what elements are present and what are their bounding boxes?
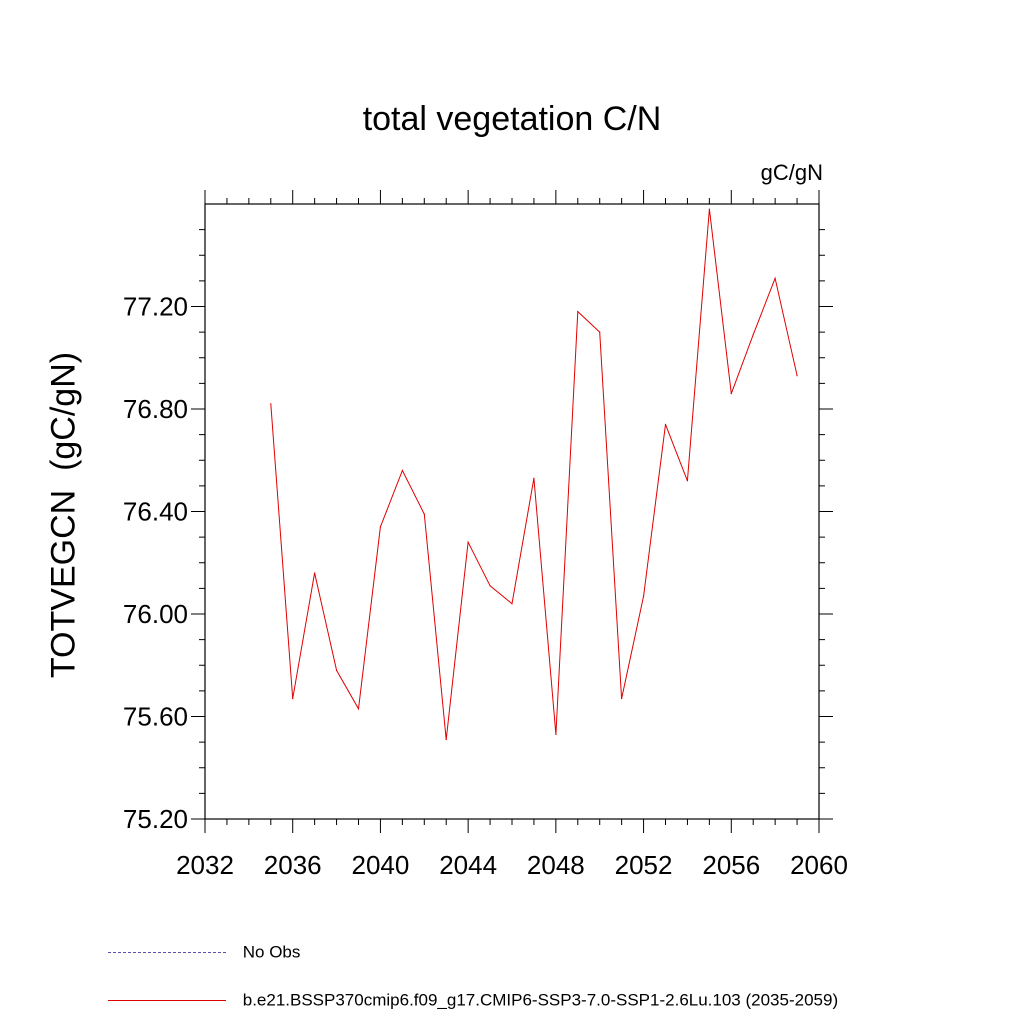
data-point [379, 526, 382, 528]
units-label: gC/gN [760, 160, 823, 185]
data-point [774, 277, 776, 279]
data-point [621, 697, 623, 700]
x-tick-label: 2056 [702, 850, 760, 880]
legend-item-model: b.e21.BSSP370cmip6.f09_g17.CMIP6-SSP3-7.… [108, 990, 838, 1011]
x-tick-label: 2032 [176, 850, 234, 880]
data-point [401, 469, 403, 472]
data-point [423, 513, 425, 515]
legend-swatch-model [108, 1000, 226, 1002]
legend-item-obs: No Obs [108, 942, 300, 963]
data-point [270, 403, 272, 405]
data-point [664, 423, 667, 425]
x-tick-label: 2060 [790, 850, 848, 880]
data-point [642, 595, 645, 597]
x-tick-label: 2048 [527, 850, 585, 880]
data-point [708, 208, 710, 210]
data-point [796, 375, 798, 377]
y-tick-label: 76.80 [123, 394, 188, 424]
data-point [730, 393, 732, 395]
legend-swatch-obs [108, 952, 226, 954]
data-point [686, 480, 689, 482]
x-tick-label: 2044 [439, 850, 497, 880]
data-point [335, 669, 338, 671]
x-tick-label: 2052 [615, 850, 673, 880]
chart-title: total vegetation C/N [362, 100, 662, 138]
y-tick-label: 75.20 [123, 804, 188, 834]
plot-frame [204, 203, 820, 820]
y-tick-label: 77.20 [123, 292, 188, 322]
data-point [357, 708, 360, 710]
data-point [292, 697, 294, 700]
legend-label-model: b.e21.BSSP370cmip6.f09_g17.CMIP6-SSP3-7.… [242, 990, 839, 1010]
data-point [489, 585, 491, 587]
data-point [577, 311, 579, 313]
legend-label-obs: No Obs [242, 942, 301, 962]
x-tick-label: 2036 [264, 850, 322, 880]
y-tick-label: 75.60 [123, 702, 188, 732]
data-point [533, 477, 535, 479]
series-line-0 [270, 209, 798, 740]
data-point [445, 738, 447, 741]
data-point [599, 331, 601, 333]
x-tick-label: 2040 [352, 850, 410, 880]
data-point [314, 572, 316, 574]
data-point [467, 541, 469, 543]
data-point [555, 733, 557, 736]
data-point [511, 603, 513, 605]
data-point [752, 334, 754, 336]
y-tick-label: 76.00 [123, 599, 188, 629]
y-tick-label: 76.40 [123, 497, 188, 527]
